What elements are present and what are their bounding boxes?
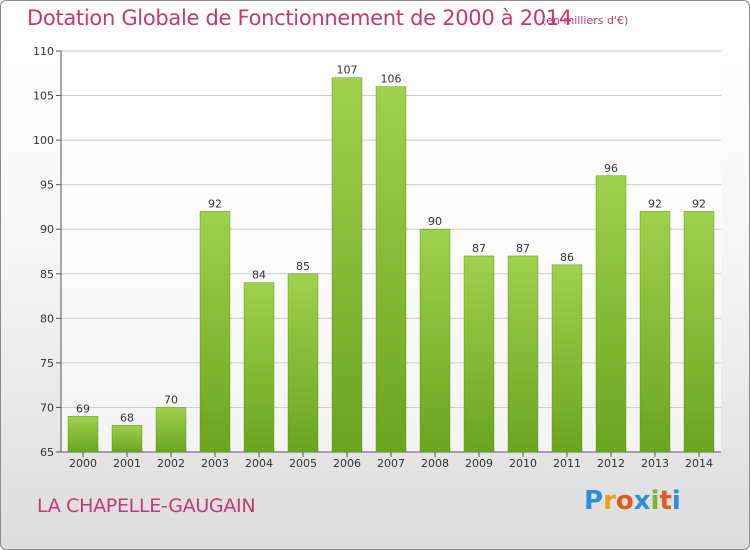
bar-value-label: 87 — [472, 242, 486, 255]
y-tick-label: 75 — [40, 357, 54, 370]
x-tick-label: 2011 — [553, 457, 581, 470]
x-tick-label: 2009 — [465, 457, 493, 470]
bar — [67, 416, 99, 453]
bar — [551, 264, 583, 453]
bar — [683, 211, 715, 453]
proxiti-logo: Proxiti — [584, 486, 681, 516]
commune-name: LA CHAPELLE-GAUGAIN — [37, 495, 256, 517]
y-tick-label: 65 — [40, 446, 54, 459]
x-tick-label: 2010 — [509, 457, 537, 470]
x-tick-label: 2013 — [641, 457, 669, 470]
y-tick-label: 80 — [40, 312, 54, 325]
bar-value-label: 84 — [252, 269, 266, 282]
y-tick-label: 110 — [33, 45, 54, 58]
x-tick-label: 2012 — [597, 457, 625, 470]
y-tick-label: 70 — [40, 401, 54, 414]
bar-value-label: 107 — [337, 64, 358, 77]
bar-value-label: 92 — [692, 197, 706, 210]
bar — [199, 211, 231, 453]
bar-value-label: 86 — [560, 251, 574, 264]
bar-value-label: 87 — [516, 242, 530, 255]
x-tick-label: 2001 — [113, 457, 141, 470]
bar-value-label: 70 — [164, 393, 178, 406]
bar-value-label: 68 — [120, 411, 134, 424]
x-tick-label: 2005 — [289, 457, 317, 470]
chart-subtitle: (en milliers d'€) — [542, 14, 629, 27]
bar — [507, 255, 539, 453]
x-tick-label: 2000 — [69, 457, 97, 470]
x-tick-label: 2002 — [157, 457, 185, 470]
x-tick-label: 2006 — [333, 457, 361, 470]
x-tick-label: 2003 — [201, 457, 229, 470]
bar — [243, 282, 275, 453]
bar — [111, 425, 143, 453]
bar — [595, 175, 627, 453]
y-tick-label: 105 — [33, 90, 54, 103]
y-tick-label: 100 — [33, 134, 54, 147]
bar-value-label: 69 — [76, 402, 90, 415]
bar-value-label: 92 — [648, 197, 662, 210]
bar — [331, 77, 363, 453]
bar — [287, 273, 319, 453]
bar — [375, 86, 407, 453]
bar-value-label: 96 — [604, 162, 618, 175]
x-tick-label: 2004 — [245, 457, 273, 470]
bar-value-label: 85 — [296, 260, 310, 273]
x-tick-label: 2014 — [685, 457, 713, 470]
y-tick-label: 85 — [40, 268, 54, 281]
x-tick-label: 2008 — [421, 457, 449, 470]
bar-value-label: 106 — [381, 73, 402, 86]
x-tick-label: 2007 — [377, 457, 405, 470]
bar-value-label: 92 — [208, 197, 222, 210]
bar-value-label: 90 — [428, 215, 442, 228]
bar — [419, 228, 451, 453]
y-tick-label: 95 — [40, 179, 54, 192]
bar — [155, 407, 187, 453]
y-tick-label: 90 — [40, 223, 54, 236]
chart-title: Dotation Globale de Fonctionnement de 20… — [27, 6, 572, 30]
bar — [463, 255, 495, 453]
bar — [639, 211, 671, 453]
